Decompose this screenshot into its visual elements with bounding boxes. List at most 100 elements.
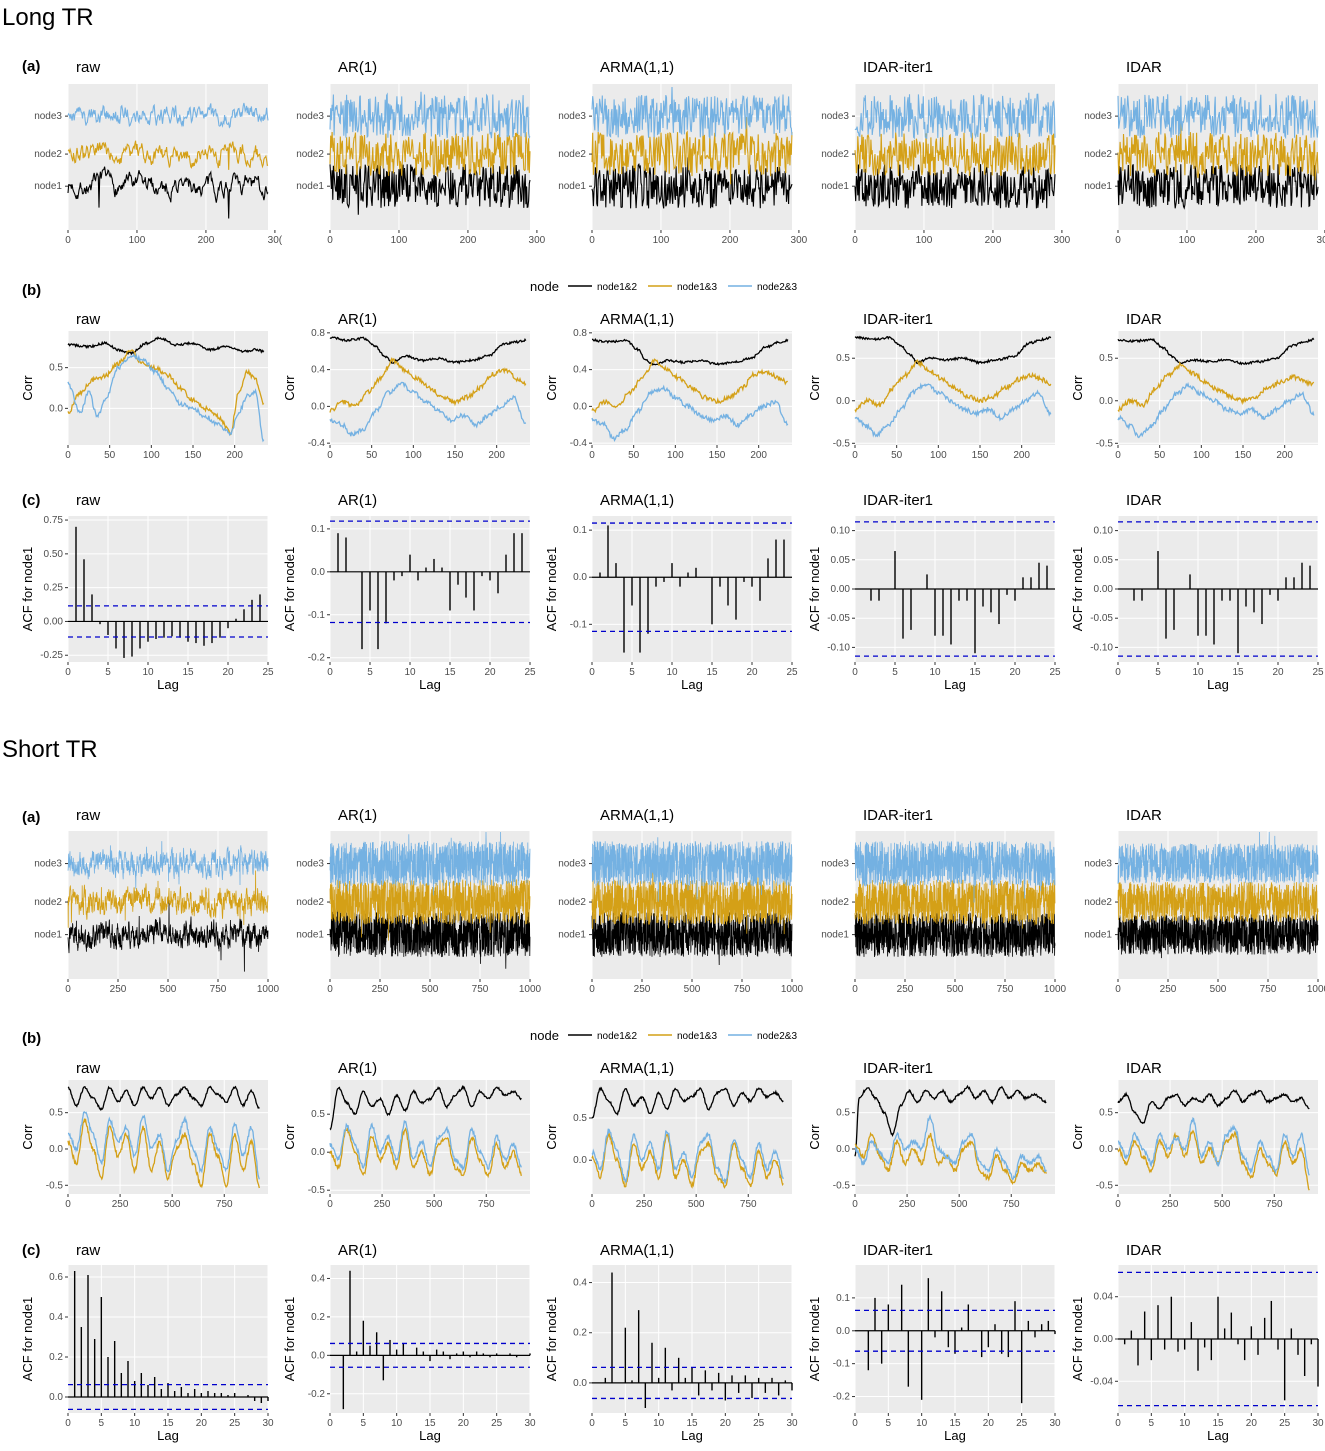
x-tick-label: 15 xyxy=(182,667,194,678)
x-tick-label: 150 xyxy=(972,450,989,461)
series-line-node3 xyxy=(329,831,531,896)
x-tick-label: 200 xyxy=(198,235,215,246)
x-tick-label: 0 xyxy=(1115,235,1121,246)
y-tick-label: 0.04 xyxy=(1094,1292,1114,1303)
y-tick-label: node1 xyxy=(34,181,62,192)
series-line-node3 xyxy=(67,841,269,889)
x-tick-label: 300 xyxy=(791,235,808,246)
x-tick-label: 500 xyxy=(684,984,701,995)
x-tick-label: 10 xyxy=(1192,667,1204,678)
y-axis-title: Corr xyxy=(282,1124,297,1150)
panel-title: IDAR-iter1 xyxy=(863,311,933,328)
panel-title: raw xyxy=(76,1242,100,1259)
y-tick-label: -0.2 xyxy=(308,653,326,664)
y-axis-title: Corr xyxy=(544,375,559,401)
x-tick-label: 100 xyxy=(1179,235,1196,246)
legend-title: node xyxy=(530,1028,559,1043)
x-tick-label: 0 xyxy=(327,667,333,678)
x-tick-label: 250 xyxy=(899,1199,916,1210)
y-tick-label: 0.0 xyxy=(49,403,63,414)
y-tick-label: -0.5 xyxy=(308,1185,326,1196)
panel-title: IDAR-iter1 xyxy=(863,1242,933,1259)
y-tick-label: node2 xyxy=(1084,897,1112,908)
y-tick-label: 0.0 xyxy=(573,1378,587,1389)
y-tick-label: 0.1 xyxy=(836,1293,850,1304)
panel-short-tr-c-0: raw 0.6 0.4 0.2 0.0 0 5 10 15 20 25 30 ACF for node1… xyxy=(20,1242,274,1443)
y-tick-label: 0.00 xyxy=(1094,584,1114,595)
x-tick-label: 15 xyxy=(444,667,456,678)
series-line-node1-3 xyxy=(854,1131,1047,1185)
y-tick-label: -0.04 xyxy=(1090,1376,1113,1387)
x-tick-label: 10 xyxy=(666,667,678,678)
x-tick-label: 15 xyxy=(969,667,981,678)
series-line-node2-3 xyxy=(854,382,1052,438)
panel-title: ARMA(1,1) xyxy=(600,492,674,509)
y-tick-label: 0.05 xyxy=(831,555,851,566)
x-tick-label: 25 xyxy=(786,667,798,678)
x-tick-label: 250 xyxy=(372,984,389,995)
x-tick-label: 20 xyxy=(484,667,496,678)
series-line-node1-3 xyxy=(67,1117,260,1189)
panel-title: AR(1) xyxy=(338,59,377,76)
x-tick-label: 200 xyxy=(460,235,477,246)
series-line-node1 xyxy=(329,164,531,215)
x-tick-label: 0 xyxy=(65,235,71,246)
x-tick-label: 5 xyxy=(629,667,635,678)
panel-title: ARMA(1,1) xyxy=(600,807,674,824)
x-tick-label: 5 xyxy=(886,1418,892,1429)
x-tick-label: 300 xyxy=(529,235,546,246)
x-tick-label: 750 xyxy=(210,984,227,995)
series-line-node1-2 xyxy=(1117,1089,1310,1125)
x-tick-label: 0 xyxy=(1115,450,1121,461)
series-line-node2-3 xyxy=(591,1128,784,1184)
y-tick-label: 0.6 xyxy=(49,1272,63,1283)
series-line-node3 xyxy=(329,91,531,139)
y-tick-label: node2 xyxy=(558,149,586,160)
y-tick-label: 0.0 xyxy=(1099,396,1113,407)
series-line-node1 xyxy=(1117,913,1319,959)
series-line-node1-3 xyxy=(854,359,1052,414)
x-tick-label: 20 xyxy=(222,667,234,678)
y-tick-label: -0.1 xyxy=(833,1359,851,1370)
x-tick-label: 500 xyxy=(160,984,177,995)
y-tick-label: 0.0 xyxy=(311,1147,325,1158)
x-tick-label: 20 xyxy=(1009,667,1021,678)
panel-long-tr-b-1: AR(1) 0.8 0.4 0.0 -0.40 50 100 150 200 Corr xyxy=(282,311,530,461)
y-tick-label: 0.0 xyxy=(573,401,587,412)
y-tick-label: -0.4 xyxy=(570,438,588,449)
x-tick-label: 20 xyxy=(458,1418,470,1429)
series-line-node1-3 xyxy=(591,1131,784,1189)
x-tick-label: 500 xyxy=(1210,984,1227,995)
x-tick-label: 30 xyxy=(1312,1418,1324,1429)
x-tick-label: 25 xyxy=(1312,667,1324,678)
legend-label-node1-2: node1&2 xyxy=(597,1031,637,1042)
row-label-short-a: (a) xyxy=(22,809,40,826)
y-axis-title: Corr xyxy=(282,375,297,401)
series-line-node2 xyxy=(591,869,793,935)
x-tick-label: 100 xyxy=(405,450,422,461)
series-line-node1-2 xyxy=(329,336,527,365)
x-tick-label: 250 xyxy=(110,984,127,995)
series-line-node2 xyxy=(329,870,531,941)
x-tick-label: 0 xyxy=(589,984,595,995)
x-tick-label: 100 xyxy=(143,450,160,461)
y-axis-title: ACF for node1 xyxy=(807,547,822,632)
panel-background xyxy=(68,516,268,662)
x-tick-label: 100 xyxy=(391,235,408,246)
y-tick-label: 0.5 xyxy=(836,353,850,364)
panel-title: raw xyxy=(76,1060,100,1077)
x-tick-label: 750 xyxy=(997,984,1014,995)
y-tick-label: -0.5 xyxy=(1096,1180,1114,1191)
panel-title: raw xyxy=(76,59,100,76)
x-tick-label: 15 xyxy=(949,1418,961,1429)
panel-background xyxy=(330,516,530,662)
x-tick-label: 200 xyxy=(488,450,505,461)
x-tick-label: 100 xyxy=(930,450,947,461)
x-tick-label: 10 xyxy=(916,1418,928,1429)
x-tick-label: 750 xyxy=(472,984,489,995)
x-tick-label: 0 xyxy=(589,235,595,246)
series-line-node1-2 xyxy=(1117,337,1315,366)
panel-title: IDAR-iter1 xyxy=(863,1060,933,1077)
y-axis-title: Corr xyxy=(20,1124,35,1150)
